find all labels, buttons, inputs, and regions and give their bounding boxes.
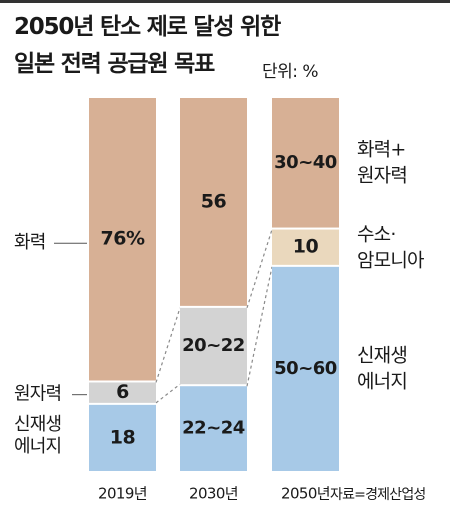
x-tick-label-1: 2030년 <box>189 485 238 503</box>
data-label-2-2: 30~40 <box>274 152 337 173</box>
data-label-2-1: 10 <box>293 236 319 258</box>
x-tick-label-0: 2019년 <box>98 485 147 503</box>
right-legend-0-line-0: 화력+ <box>357 138 405 160</box>
data-label-2-0: 50~60 <box>274 358 337 379</box>
left-legend-0-line-0: 화력 <box>14 232 46 253</box>
right-legend-0-line-1: 원자력 <box>357 164 407 186</box>
connector-2019-2030-lower <box>156 384 180 403</box>
right-legend-2-line-1: 에너지 <box>357 370 407 392</box>
data-label-0-0: 18 <box>110 426 136 448</box>
left-legend-2-line-1: 에너지 <box>14 436 61 457</box>
connector-2030-2050-lower <box>247 267 272 386</box>
data-label-1-2: 56 <box>201 190 227 212</box>
left-legend-2-line-0: 신재생 <box>14 414 61 435</box>
x-tick-label-2: 2050년 <box>281 485 330 503</box>
connector-2030-2050-upper <box>247 230 272 308</box>
data-label-1-0: 22~24 <box>182 418 245 439</box>
left-legend-1-line-0: 원자력 <box>14 384 61 405</box>
right-legend-1-line-0: 수소· <box>357 224 396 246</box>
right-legend-1-line-1: 암모니아 <box>357 250 424 272</box>
source-label: 자료=경제산업성 <box>330 484 426 504</box>
connector-2019-2030-upper <box>156 308 180 383</box>
data-label-1-1: 20~22 <box>182 335 245 356</box>
right-legend-2-line-0: 신재생 <box>357 344 407 366</box>
data-label-0-1: 6 <box>116 381 129 403</box>
data-label-0-2: 76% <box>101 228 145 250</box>
